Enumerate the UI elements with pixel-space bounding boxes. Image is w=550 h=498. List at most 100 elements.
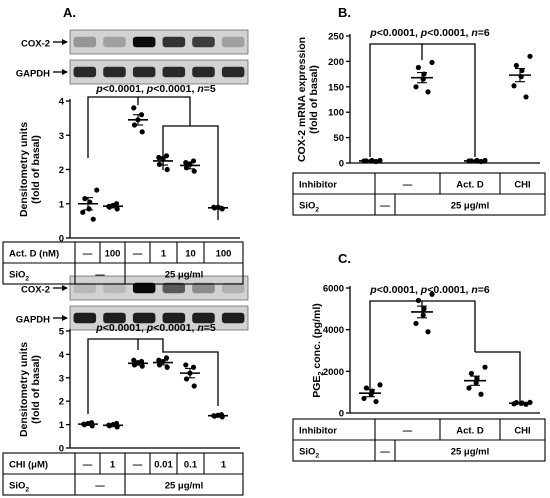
A_top-point [156,161,163,167]
C-sio2-value: — [380,447,390,458]
blot-target-band [73,36,97,48]
C-point [425,329,431,335]
C-treatment-value: — [403,426,413,437]
C-point [420,312,426,318]
A_top-point [191,168,197,174]
A_bottom-treatment-value: — [83,460,93,471]
C-point [478,391,484,397]
A_bottom-point [183,376,190,382]
blot-control-band [192,66,215,78]
B-significance-bracket [422,43,476,157]
blot-target-label: COX-2 [21,284,50,295]
blot-control-band [221,312,245,324]
A_top-significance-bracket [87,96,139,158]
A_top-treatment-value: 1 [161,249,167,260]
blot-control-band [162,66,186,78]
blot-control-band [221,66,245,78]
C-y-label: PGE2 conc. (pg/ml) [311,303,325,398]
A_top-point [86,206,92,212]
C-point [413,320,419,327]
B-y-label: (fold of basal) [308,65,320,134]
A_top-significance-bracket [162,125,219,220]
B-point [523,94,529,100]
blot-target-band [192,36,215,48]
B-treatment-value: — [403,180,413,191]
A_bottom-y-tick-label: 4 [59,350,65,361]
A_bottom-sio2-value: — [95,481,105,492]
A_top-y-tick-label: 0 [59,234,64,245]
blot-target-band [132,36,156,48]
blot-control-band [73,66,97,78]
A_top-y-tick-label: 3 [59,131,64,142]
C-point [482,364,488,370]
A_top-y-label: Densitometry units [18,122,30,217]
blot-target-band [162,282,186,294]
A_bottom-treatment-row-label: CHI (μM) [9,460,48,471]
C-treatment-row-label: Inhibitor [299,426,337,437]
A_top-point [139,129,145,135]
panel-letter-b: B. [338,5,351,20]
C-sio2-row-label: SiO2 [299,447,319,460]
A_bottom-y-tick-label: 3 [59,373,64,384]
B-sio2-row-label: SiO2 [299,201,319,214]
blot-target-arrow-head [62,285,68,291]
A_bottom-stats-text: p<0.0001, p<0.0001, n=5 [95,322,216,334]
blot-target-band [162,36,186,48]
B-y-tick-label: 250 [328,32,344,43]
C-point [373,398,379,405]
C-significance-bracket [369,300,423,390]
C-y-tick-label: 2000 [323,367,344,378]
A_bottom-treatment-value: 1 [110,460,116,471]
C-point [421,306,427,312]
blot-target-band [103,36,126,48]
blot-target-label: COX-2 [21,38,50,49]
blot-control-strip [69,59,249,85]
A_top-point [94,187,100,193]
A_bottom-point [164,364,170,370]
B-point [413,84,419,90]
blot-control-band [132,66,156,78]
A_top-treatment-value: — [83,249,93,260]
B-y-label: COX-2 mRNA expression [296,37,308,162]
A_bottom-point [190,364,197,370]
A_bottom-significance-bracket [138,338,219,406]
B-y-tick-label: 50 [333,133,344,144]
A_top-point [164,166,170,173]
A_bottom-treatment-value: — [133,460,143,471]
A_bottom-treatment-value: 0.1 [184,460,198,471]
C-treatment-value: CHI [514,426,530,437]
B-stats-text: p<0.0001, p<0.0001, n=6 [369,27,490,39]
A_bottom-significance-bracket [87,338,139,414]
A_bottom-sio2-value: 25 μg/ml [165,481,204,492]
A_bottom-point [191,383,197,389]
A_bottom-y-tick-label: 2 [59,397,64,408]
blot-control-arrow-head [62,315,68,321]
A_bottom-point [183,362,189,368]
C-significance-bracket [475,351,521,403]
B-treatment-value: Act. D [456,180,484,191]
C-point [527,399,533,405]
A_top-y-label: (fold of basal) [30,135,42,204]
A_top-treatment-value: 10 [185,249,196,260]
C-y-tick-label: 4000 [323,325,344,336]
B-y-tick-label: 0 [339,159,344,170]
C-stats-text: p<0.0001, p<0.0001, n=6 [369,284,490,296]
A_top-point [113,201,120,207]
blot-control-band [162,312,186,324]
blot-control-band [192,312,215,324]
A_bottom-treatment-value: 1 [221,460,227,471]
B-point [429,59,435,66]
A_top-treatment-value: — [133,249,143,260]
blot-control-band [73,312,97,324]
A_top-point [156,154,162,161]
A_bottom-sio2-row-label: SiO2 [9,481,29,494]
blot-control-label: GAPDH [16,68,50,79]
C-point [377,382,383,388]
blot-target-arrow-head [62,39,68,45]
A_top-treatment-value: 100 [216,249,232,260]
blot-target-band [221,282,245,294]
A_top-point [183,160,189,166]
A_top-sio2-value: — [95,270,105,281]
A_top-point [163,153,170,159]
